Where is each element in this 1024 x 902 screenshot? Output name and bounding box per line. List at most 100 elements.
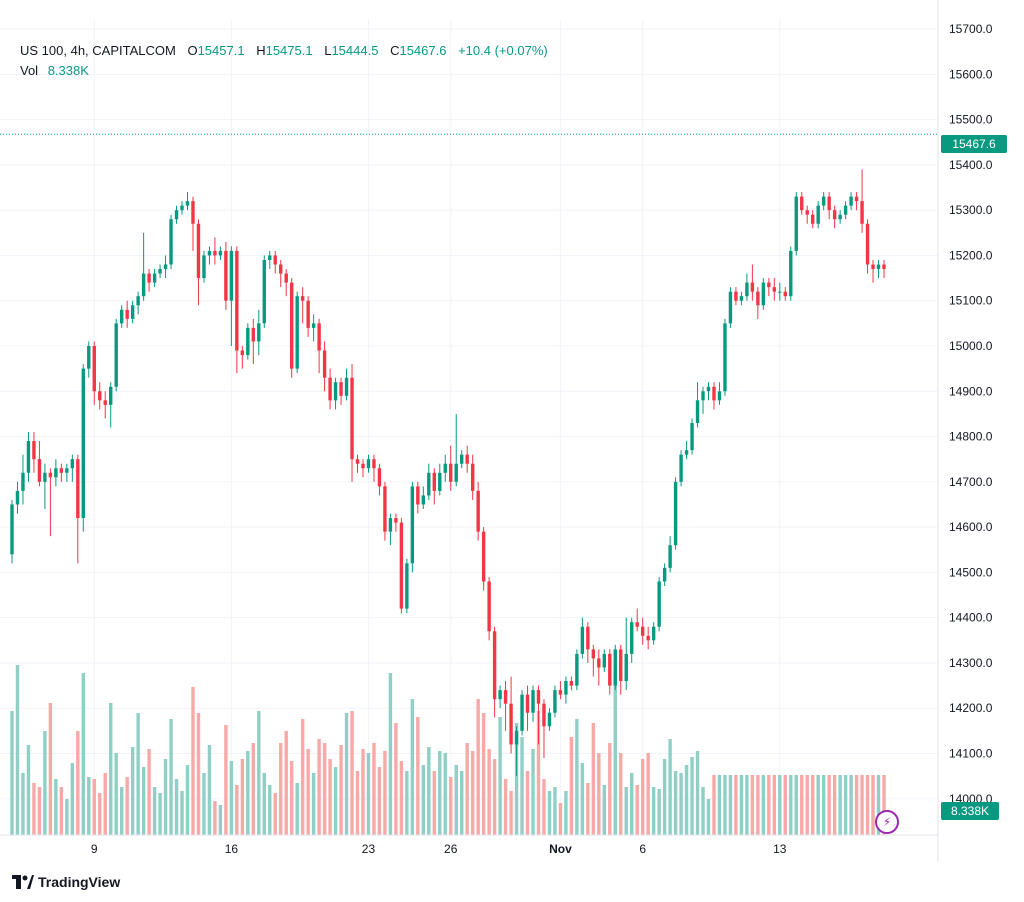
candle-body: [421, 495, 426, 505]
volume-bar: [630, 773, 634, 835]
volume-bar: [26, 745, 31, 835]
symbol-label[interactable]: US 100, 4h, CAPITALCOM: [20, 43, 176, 58]
candle-body: [125, 309, 129, 319]
candle-body: [849, 196, 853, 206]
volume-bar: [575, 719, 579, 835]
change-value: +10.4 (+0.07%): [458, 43, 548, 58]
candle-body: [43, 472, 47, 482]
volume-bar: [43, 731, 47, 835]
candle-body: [98, 391, 102, 401]
candle-body: [657, 581, 661, 627]
volume-bar: [235, 785, 239, 835]
candle-body: [481, 531, 486, 582]
volume-bar: [350, 711, 354, 835]
volume-bar: [427, 747, 431, 835]
volume-bar: [361, 749, 365, 835]
volume-bar: [520, 737, 524, 835]
y-tick-label: 14700.0: [949, 475, 993, 489]
volume-bar: [876, 775, 881, 835]
candle-body: [92, 346, 96, 392]
y-tick-label: 14100.0: [949, 747, 993, 761]
volume-bar: [416, 717, 420, 835]
volume-bar: [783, 775, 787, 835]
volume-bar: [279, 743, 283, 835]
volume-bar: [284, 731, 288, 835]
candle-body: [520, 694, 524, 731]
lightning-icon[interactable]: ⚡: [875, 810, 899, 834]
volume-bar: [761, 775, 766, 835]
candle-body: [635, 622, 639, 627]
chart-grid: [0, 20, 938, 835]
candle-body: [564, 681, 568, 695]
candle-body: [443, 463, 447, 473]
volume-bar: [81, 673, 85, 835]
candle-body: [640, 626, 645, 636]
volume-bar: [174, 779, 179, 835]
volume-bar: [251, 743, 256, 835]
tradingview-logo[interactable]: TradingView: [12, 874, 120, 890]
candle-body: [213, 250, 217, 256]
volume-bar: [21, 773, 25, 835]
candle-body: [531, 690, 535, 713]
candle-body: [476, 490, 480, 532]
candle-body: [136, 296, 140, 306]
candle-body: [273, 255, 277, 265]
candle-body: [778, 291, 782, 293]
candle-body: [361, 463, 365, 469]
candle-body: [196, 223, 201, 279]
candle-body: [10, 504, 14, 555]
candle-body: [525, 694, 530, 713]
candle-body: [832, 210, 837, 220]
volume-bar: [141, 767, 146, 835]
tradingview-logo-icon: [12, 875, 34, 889]
candle-body: [597, 658, 601, 668]
volume-bar: [119, 787, 124, 835]
candle-body: [70, 459, 75, 469]
candle-body: [547, 712, 552, 727]
volume-value: 8.338K: [47, 63, 89, 78]
candle-body: [602, 653, 607, 668]
candle-body: [279, 264, 283, 274]
candle-body: [416, 486, 420, 505]
volume-bar: [651, 787, 656, 835]
candle-body: [701, 391, 705, 401]
candle-body: [152, 273, 157, 283]
candle-body: [207, 250, 212, 256]
candle-body: [734, 291, 738, 301]
candle-body: [81, 368, 85, 519]
volume-bar: [882, 775, 886, 835]
volume-bar: [717, 775, 722, 835]
candlesticks: [10, 169, 886, 777]
candle-body: [300, 296, 305, 301]
volume-bar: [306, 749, 310, 835]
volume-bar: [339, 745, 343, 835]
volume-label[interactable]: Vol: [20, 63, 39, 78]
y-tick-label: 15300.0: [949, 203, 993, 217]
candle-body: [569, 681, 574, 686]
candle-body: [684, 450, 689, 455]
candle-body: [460, 454, 464, 464]
candle-body: [624, 653, 628, 682]
volume-bar: [295, 783, 299, 835]
volume-bar: [158, 793, 162, 835]
volume-bar: [470, 751, 475, 835]
volume-bar: [399, 761, 404, 835]
candle-body: [103, 400, 107, 405]
candle-body: [772, 287, 777, 292]
candle-body: [174, 210, 179, 220]
volume-bar: [366, 753, 371, 835]
volume-bar: [196, 713, 201, 835]
volume-bar: [438, 751, 442, 835]
y-tick-label: 14500.0: [949, 565, 993, 579]
volume-bar: [723, 775, 727, 835]
high-value: 15475.1: [265, 43, 313, 58]
candle-body: [37, 459, 42, 482]
volume-bar: [465, 743, 469, 835]
volume-bar: [635, 785, 639, 835]
candle-body: [745, 282, 749, 297]
volume-bar: [322, 743, 327, 835]
brand-name: TradingView: [38, 874, 121, 890]
candle-body: [619, 649, 623, 682]
candle-body: [427, 472, 431, 496]
